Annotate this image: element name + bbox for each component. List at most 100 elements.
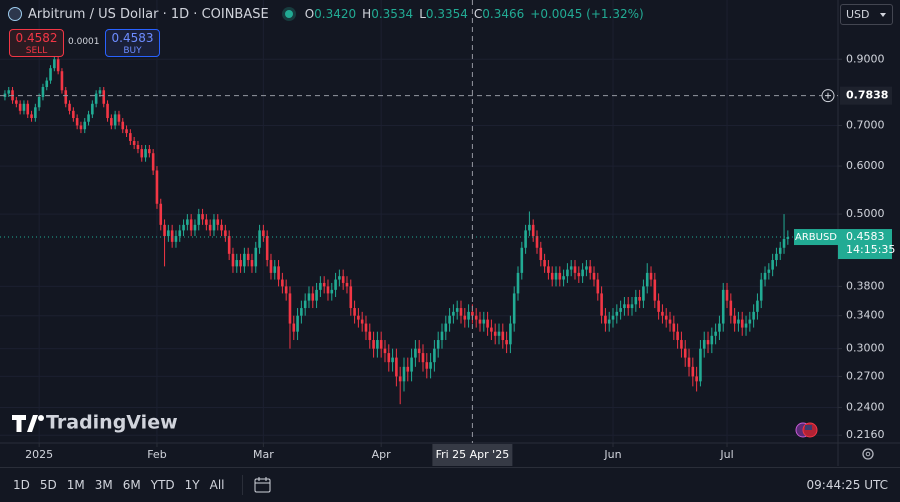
candle-body (148, 149, 151, 154)
candle-body (68, 103, 71, 111)
candle-body (182, 224, 185, 231)
settings-icon[interactable] (862, 448, 874, 460)
candle-body (307, 293, 311, 301)
watermark: TradingView (12, 412, 178, 434)
range-button[interactable]: 1D (13, 478, 30, 492)
symbol-title[interactable]: Arbitrum / US Dollar · 1D · COINBASE (28, 6, 269, 22)
candle-body (786, 237, 790, 239)
symbol-label-box (794, 229, 838, 246)
candles (3, 54, 790, 405)
currency-dropdown[interactable]: USD (840, 4, 893, 25)
candle-body (383, 348, 387, 354)
candle-body (334, 279, 337, 290)
candle-body (585, 266, 588, 270)
range-button[interactable]: 3M (94, 478, 113, 492)
candle-body (144, 149, 147, 158)
candle-body (155, 170, 159, 204)
candle-body (330, 289, 334, 294)
candle-body (87, 114, 90, 122)
watermark-logo (12, 415, 38, 432)
candle-body (645, 272, 649, 287)
candle-body (151, 153, 155, 171)
flag-icons[interactable] (795, 422, 818, 438)
candle-body (265, 236, 269, 261)
candle-body (782, 238, 786, 248)
candle-body (326, 286, 330, 294)
y-tick-label: 0.7000 (846, 118, 885, 131)
range-button[interactable]: 5D (39, 478, 57, 492)
candle-body (531, 224, 535, 237)
candle-body (30, 114, 33, 119)
candle-body (490, 327, 493, 332)
add-alert-plus (825, 92, 831, 99)
ohlc-key: L (419, 6, 426, 21)
candle-body (193, 224, 197, 231)
candle-body (243, 253, 246, 267)
candle-body (288, 293, 292, 324)
x-tick-label: Feb (147, 448, 166, 461)
candle-body (455, 308, 459, 312)
candle-body (588, 266, 592, 273)
candle-body (699, 348, 702, 382)
candle-body (562, 276, 565, 280)
candle-body (60, 71, 64, 91)
candle-body (15, 100, 18, 104)
y-tick-label: 0.6000 (846, 159, 885, 172)
candle-body (680, 340, 683, 349)
candle-body (547, 266, 550, 273)
candle-body (224, 230, 227, 237)
y-tick-label: 0.3000 (846, 342, 885, 355)
candle-body (7, 90, 11, 94)
candle-body (687, 357, 691, 367)
candle-body (653, 279, 657, 301)
candle-body (239, 260, 242, 267)
candle-body (706, 340, 710, 345)
candle-body (216, 219, 220, 225)
candle-body (235, 260, 239, 267)
candle-body (744, 323, 748, 328)
candle-body (102, 90, 106, 104)
spread: 0.0001 (68, 37, 100, 47)
chart: 0.2160 0.2400 0.2700 0.3000 0.3400 0.3800 0.50… (0, 0, 900, 466)
candle-body (630, 304, 634, 309)
date-range-icon[interactable] (253, 475, 273, 495)
candle-body (205, 219, 208, 225)
range-button[interactable]: 6M (122, 478, 141, 492)
range-button[interactable]: YTD (150, 478, 175, 492)
candle-body (767, 269, 771, 273)
candle-body (140, 149, 144, 158)
buy-button[interactable]: 0.4583 BUY (105, 29, 160, 57)
candle-body (53, 59, 56, 69)
x-tick-label: Apr (372, 448, 392, 461)
candle-body (98, 90, 102, 94)
range-button[interactable]: All (209, 478, 225, 492)
settings-gear[interactable] (862, 448, 874, 460)
candle-body (338, 276, 341, 280)
candle-body (345, 282, 349, 287)
candle-body (387, 353, 391, 363)
candle-body (748, 319, 752, 324)
range-button[interactable]: 1M (66, 478, 85, 492)
candle-body (110, 118, 113, 126)
candle-body (402, 366, 406, 382)
candle-body (516, 272, 520, 294)
candle-body (395, 357, 398, 377)
candle-body (778, 247, 782, 254)
candle-body (478, 319, 482, 324)
candle-body (322, 282, 326, 287)
candle-body (501, 331, 505, 341)
candle-body (136, 144, 140, 150)
range-button[interactable]: 1Y (184, 478, 200, 492)
candle-body (448, 315, 451, 324)
candle-body (273, 266, 277, 273)
crosshair-y-box (840, 86, 892, 105)
candle-body (550, 272, 554, 280)
sell-button[interactable]: 0.4582 SELL (9, 29, 64, 57)
candle-body (459, 308, 463, 316)
clock[interactable]: 09:44:25 UTC (806, 478, 889, 492)
ohlc-key: C (473, 6, 483, 21)
candle-body (440, 331, 444, 341)
candle-body (759, 279, 763, 301)
candle-body (543, 260, 546, 267)
ohlc-item: C0.3466 (474, 7, 524, 21)
